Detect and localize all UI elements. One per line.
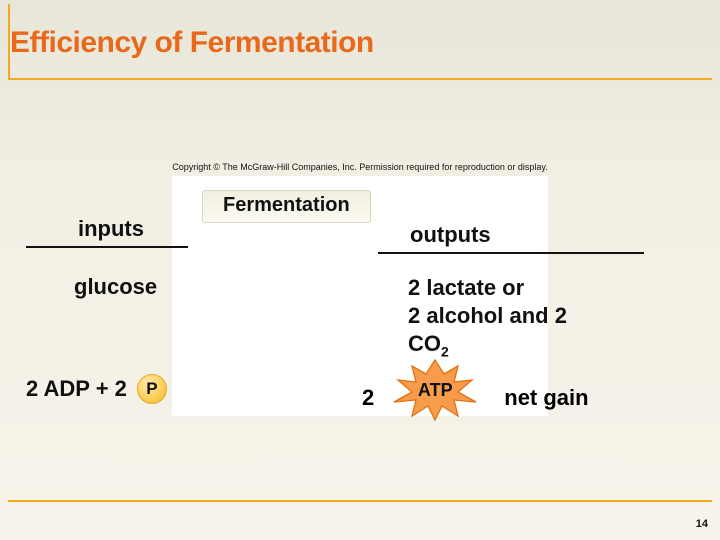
atp-burst-icon: ATP [392,358,478,422]
phosphate-icon: P [137,374,167,404]
glucose-text: glucose [74,274,157,300]
page-number: 14 [696,518,708,530]
atp-label: ATP [418,380,453,401]
page-title: Efficiency of Fermentation [10,26,374,60]
net-gain-text: net gain [504,385,588,411]
adp-input-row: 2 ADP + 2 P [26,374,167,404]
copyright-text: Copyright © The McGraw-Hill Companies, I… [0,162,720,172]
inputs-underline [26,246,188,248]
outputs-underline [378,252,644,254]
frame-bottom [8,500,712,502]
atp-count: 2 [362,385,374,411]
fermentation-label: Fermentation [202,190,371,223]
outputs-line-3: CO2 [408,330,658,361]
frame-top [8,78,712,80]
inputs-heading: inputs [78,216,144,242]
outputs-line-1: 2 lactate or [408,274,658,302]
outputs-heading: outputs [410,222,491,248]
outputs-text-block: 2 lactate or 2 alcohol and 2 CO2 [408,274,658,362]
atp-output-row: 2 ATP net gain [362,358,589,422]
outputs-line-2: 2 alcohol and 2 [408,302,658,330]
adp-text: 2 ADP + 2 [26,376,127,402]
co2-prefix: CO [408,331,441,356]
